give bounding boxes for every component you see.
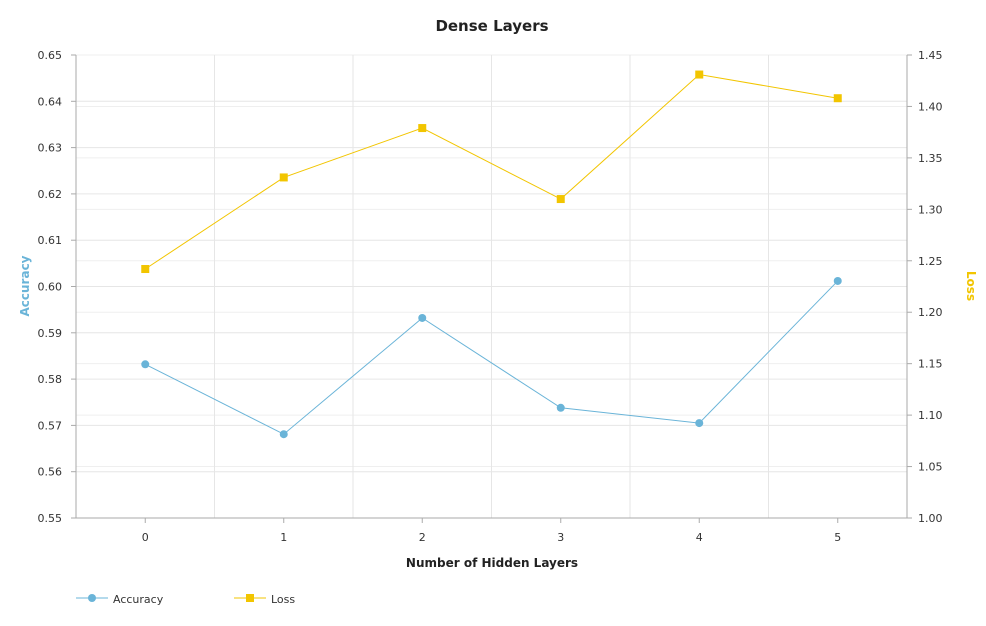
series-accuracy — [141, 276, 842, 439]
y-right-tick-label: 1.10 — [918, 409, 943, 422]
chart-title: Dense Layers — [435, 17, 548, 35]
legend-item-loss: Loss — [234, 593, 295, 606]
series-line-loss — [144, 74, 838, 270]
series-loss — [141, 70, 842, 274]
y-right-tick-label: 1.05 — [918, 461, 943, 474]
x-tick-label: 4 — [696, 531, 703, 544]
legend-label: Loss — [271, 593, 295, 606]
x-tick-label: 2 — [419, 531, 426, 544]
data-point-accuracy — [695, 419, 704, 428]
series-line-accuracy — [145, 280, 839, 435]
legend-square-marker — [246, 594, 254, 602]
y-left-tick-label: 0.55 — [38, 512, 63, 525]
x-tick-label: 1 — [280, 531, 287, 544]
y-right-tick-label: 1.00 — [918, 512, 943, 525]
data-point-loss — [418, 124, 427, 133]
data-point-loss — [833, 94, 842, 103]
legend-item-accuracy: Accuracy — [76, 593, 164, 606]
left-axis-ticks: 0.55 0.56 0.57 0.58 0.59 0.60 0.61 0.62 0.63 0.64… — [38, 49, 76, 525]
data-point-accuracy — [833, 276, 842, 285]
y-right-tick-label: 1.40 — [918, 100, 943, 113]
legend-label: Accuracy — [113, 593, 164, 606]
data-point-accuracy — [141, 360, 150, 369]
y-left-tick-label: 0.63 — [38, 142, 63, 155]
y-left-tick-label: 0.64 — [38, 95, 63, 108]
grid — [76, 54, 907, 519]
data-point-loss — [141, 265, 150, 274]
data-point-loss — [556, 195, 565, 204]
y-left-tick-label: 0.61 — [38, 234, 63, 247]
y-right-tick-label: 1.25 — [918, 255, 943, 268]
y-left-tick-label: 0.57 — [38, 419, 63, 432]
y-left-tick-label: 0.62 — [38, 188, 63, 201]
legend-circle-marker — [88, 594, 96, 602]
y-right-tick-label: 1.45 — [918, 49, 943, 62]
y-right-tick-label: 1.20 — [918, 306, 943, 319]
y-right-tick-label: 1.15 — [918, 358, 943, 371]
right-axis-ticks: 1.00 1.05 1.10 1.15 1.20 1.25 1.30 1.35 1.40 1.45 — [907, 49, 943, 525]
x-axis-label: Number of Hidden Layers — [406, 556, 578, 570]
legend: Accuracy Loss — [76, 593, 295, 606]
y-right-tick-label: 1.30 — [918, 203, 943, 216]
x-tick-label: 0 — [142, 531, 149, 544]
data-point-accuracy — [418, 313, 427, 322]
y-axis-right-label: Loss — [964, 271, 978, 301]
y-left-tick-label: 0.58 — [38, 373, 63, 386]
y-right-tick-label: 1.35 — [918, 152, 943, 165]
data-point-loss — [695, 70, 704, 79]
data-point-loss — [279, 173, 288, 182]
x-tick-label: 5 — [834, 531, 841, 544]
y-left-tick-label: 0.65 — [38, 49, 63, 62]
x-axis-ticks: 0 1 2 3 4 5 — [142, 518, 841, 544]
y-left-tick-label: 0.60 — [38, 281, 63, 294]
x-tick-label: 3 — [557, 531, 564, 544]
series-layer — [141, 70, 842, 439]
data-point-accuracy — [279, 430, 288, 439]
y-left-tick-label: 0.56 — [38, 466, 63, 479]
y-left-tick-label: 0.59 — [38, 327, 63, 340]
y-axis-left-label: Accuracy — [18, 255, 32, 316]
data-point-accuracy — [556, 403, 565, 412]
